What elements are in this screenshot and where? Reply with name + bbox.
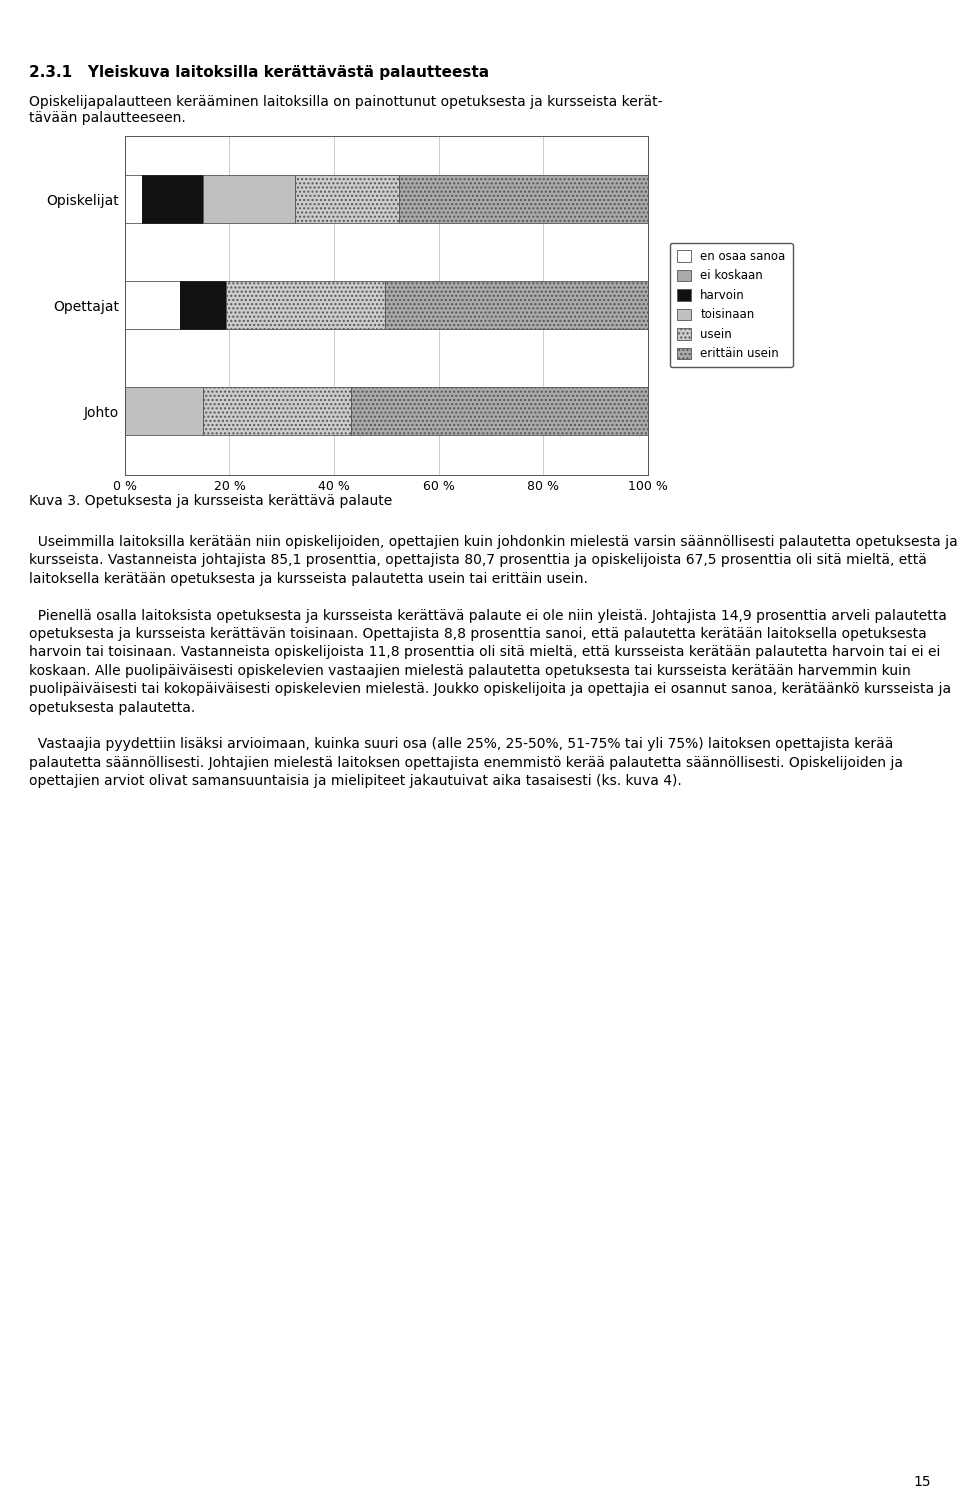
Bar	[203, 387, 351, 436]
Text: 15: 15	[914, 1475, 931, 1489]
Bar	[180, 282, 226, 329]
Bar	[125, 387, 203, 436]
Bar	[226, 282, 385, 329]
Bar	[204, 175, 295, 223]
Text: Kuva 3. Opetuksesta ja kursseista kerättävä palaute: Kuva 3. Opetuksesta ja kursseista kerätt…	[29, 494, 392, 508]
Bar	[351, 387, 648, 436]
Bar	[385, 282, 648, 329]
Bar	[399, 175, 648, 223]
Bar	[295, 175, 399, 223]
Text: 2.3.1   Yleiskuva laitoksilla kerättävästä palautteesta: 2.3.1 Yleiskuva laitoksilla kerättävästä…	[29, 65, 489, 80]
Bar	[141, 175, 204, 223]
Text: Opiskelijapalautteen kerääminen laitoksilla on painottunut opetuksesta ja kursse: Opiskelijapalautteen kerääminen laitoksi…	[29, 95, 662, 125]
Bar	[125, 282, 180, 329]
Text: Useimmilla laitoksilla kerätään niin opiskelijoiden, opettajien kuin johdonkin m: Useimmilla laitoksilla kerätään niin opi…	[29, 535, 957, 788]
Bar	[125, 175, 141, 223]
Legend: en osaa sanoa, ei koskaan, harvoin, toisinaan, usein, erittäin usein: en osaa sanoa, ei koskaan, harvoin, tois…	[669, 243, 793, 368]
